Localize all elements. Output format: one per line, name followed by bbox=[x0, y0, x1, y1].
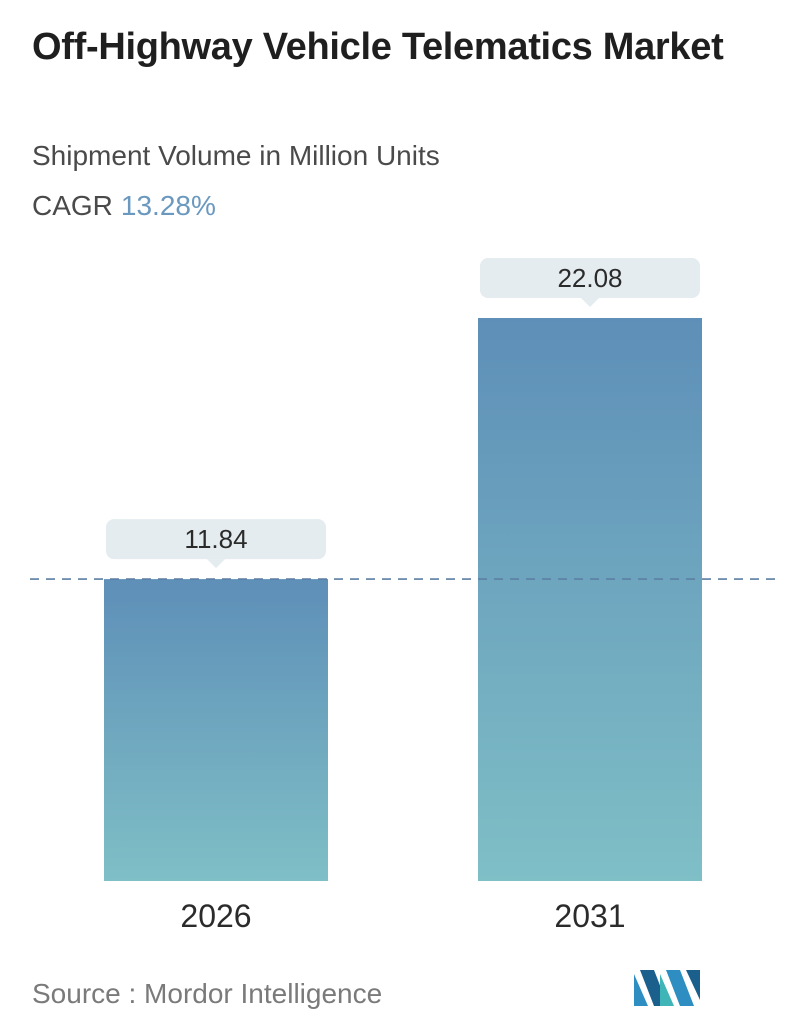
source-text: Source : Mordor Intelligence bbox=[32, 978, 383, 1009]
value-label-2031: 22.08 bbox=[480, 258, 700, 307]
mordor-intelligence-logo-icon bbox=[634, 970, 700, 1006]
category-label-2031: 2031 bbox=[554, 898, 625, 934]
cagr-value: 13.28% bbox=[120, 190, 216, 221]
bar-chart: 11.84 2026 22.08 2031 bbox=[30, 258, 780, 934]
value-label-text: 11.84 bbox=[184, 524, 247, 554]
value-label-2026: 11.84 bbox=[106, 519, 326, 569]
bar-2031 bbox=[478, 318, 702, 881]
chart-title: Off-Highway Vehicle Telematics Market bbox=[32, 26, 724, 68]
cagr-line: CAGR 13.28% bbox=[32, 190, 216, 222]
chart-subtitle: Shipment Volume in Million Units bbox=[32, 140, 440, 171]
cagr-label: CAGR bbox=[32, 190, 113, 221]
value-label-text: 22.08 bbox=[557, 263, 622, 293]
bar-2026 bbox=[104, 579, 328, 881]
category-label-2026: 2026 bbox=[180, 898, 251, 934]
